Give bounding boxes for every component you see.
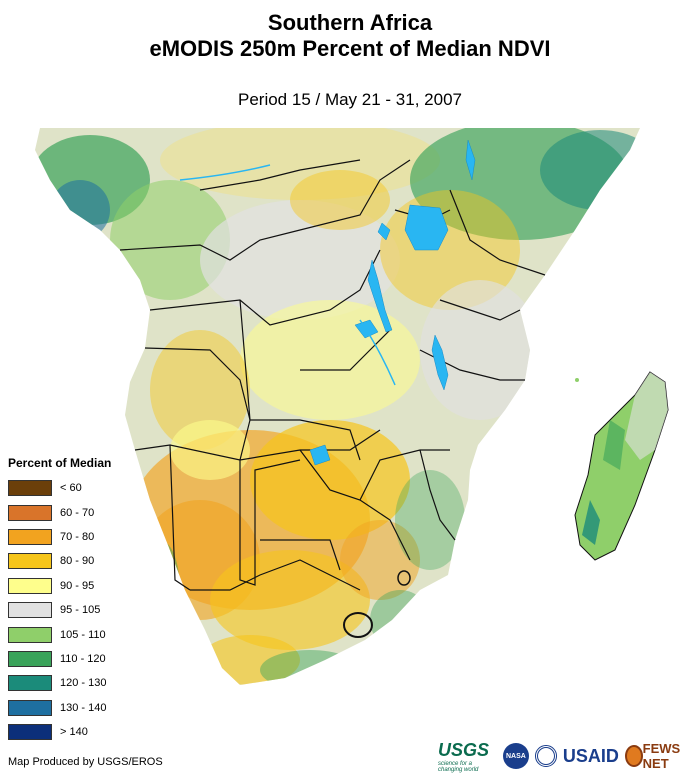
legend-label: 130 - 140 (60, 701, 107, 714)
legend-swatch (8, 626, 52, 643)
legend-item: 110 - 120 (8, 647, 168, 671)
legend-label: 120 - 130 (60, 677, 107, 690)
usgs-tagline: science for a changing world (438, 760, 479, 773)
lakes (309, 139, 476, 466)
legend-swatch (8, 480, 52, 497)
nasa-logo-disc: NASA (502, 743, 529, 769)
africa-map (35, 128, 669, 685)
rivers (179, 164, 396, 386)
kariba-region (309, 444, 331, 466)
legend-item: < 60 (8, 476, 168, 500)
legend-swatch (8, 699, 52, 716)
legend: Percent of Median < 60 60 - 70 70 - 80 80 -… (8, 456, 168, 744)
fews-logo: FEWS NET (624, 741, 694, 771)
fews-globe-icon (624, 745, 643, 767)
country-borders (119, 159, 546, 591)
map-credit: Map Produced by USGS/EROS (8, 756, 163, 768)
legend-item: 90 - 95 (8, 574, 168, 598)
swaziland-border (397, 570, 411, 586)
legend-label: 110 - 120 (60, 652, 106, 665)
legend-label: 90 - 95 (60, 579, 95, 592)
legend-item: 80 - 90 (8, 549, 168, 573)
map-title-line2: eMODIS 250m Percent of Median NDVI (149, 36, 551, 61)
legend-swatch (8, 675, 52, 692)
map-subtitle: Period 15 / May 21 - 31, 2007 (238, 90, 462, 109)
legend-item: 70 - 80 (8, 525, 168, 549)
lake-kivu (377, 222, 391, 241)
legend-item: 105 - 110 (8, 622, 168, 646)
usgs-logo: USGS science for a changing world (438, 740, 497, 773)
legend-swatch (8, 504, 52, 521)
legend-label: 95 - 105 (60, 604, 101, 617)
legend-title: Percent of Median (8, 456, 112, 470)
logo-strip: USGS science for a changing world NASA U… (438, 738, 694, 774)
legend-item: 120 - 130 (8, 671, 168, 695)
map-area (0, 120, 700, 760)
legend-swatch (8, 724, 52, 741)
legend-swatch (8, 650, 52, 667)
lake-tanganyika (367, 259, 393, 333)
seal-logo (534, 745, 557, 767)
nasa-logo: NASA (502, 743, 529, 769)
map-title-line1: Southern Africa (267, 10, 433, 35)
legend-item: 130 - 140 (8, 696, 168, 720)
legend-label: 60 - 70 (60, 506, 95, 519)
legend-label: < 60 (60, 482, 82, 495)
legend-label: > 140 (60, 726, 88, 739)
legend-swatch (8, 602, 52, 619)
title-block: Southern Africa eMODIS 250m Percent of M… (0, 10, 700, 62)
legend-label: 80 - 90 (60, 555, 95, 568)
legend-item: 60 - 70 (8, 500, 168, 524)
lake-victoria (404, 204, 449, 251)
usaid-logo: USAID (562, 745, 619, 766)
legend-label: 105 - 110 (60, 628, 106, 641)
seal-icon (534, 745, 557, 767)
legend-swatch (8, 553, 52, 570)
legend-swatch (8, 577, 52, 594)
lesotho-border (343, 612, 373, 638)
usgs-logo-text: USGS (438, 739, 490, 760)
fews-logo-text: FEWS NET (642, 741, 681, 771)
lake-malawi (431, 334, 449, 391)
legend-item: > 140 (8, 720, 168, 744)
legend-item: 95 - 105 (8, 598, 168, 622)
lake-turkana (465, 139, 476, 181)
legend-swatch (8, 528, 52, 545)
legend-items: < 60 60 - 70 70 - 80 80 - 90 90 - 95 95 - 105… (8, 476, 168, 744)
legend-label: 70 - 80 (60, 530, 95, 543)
